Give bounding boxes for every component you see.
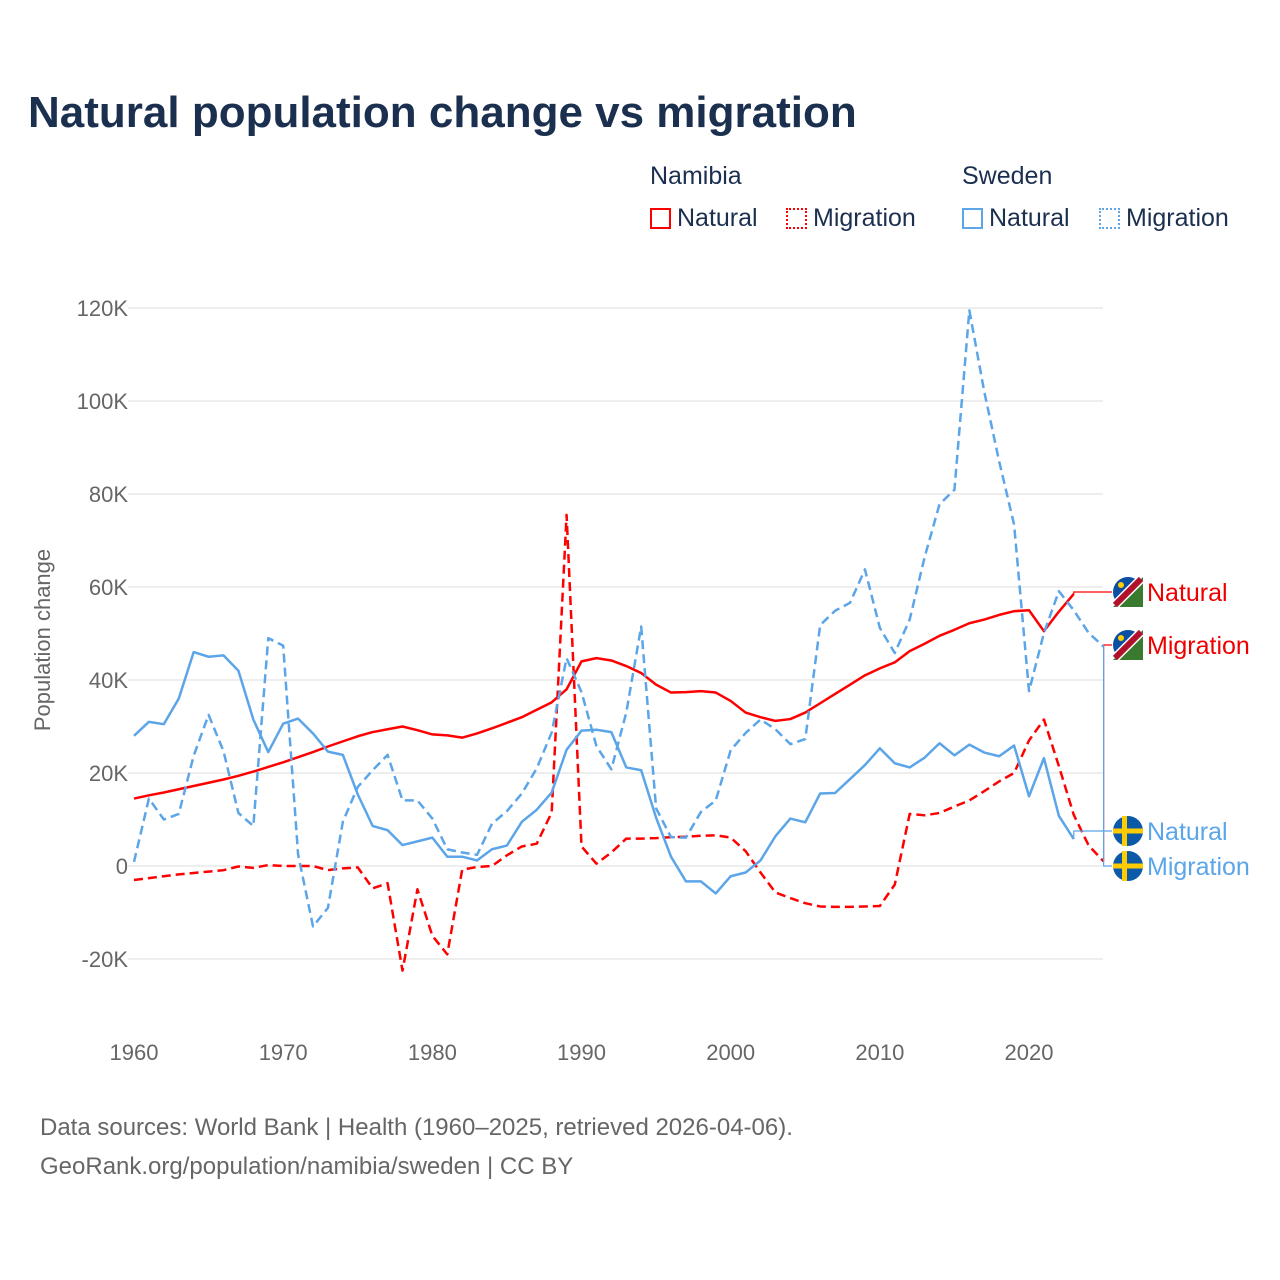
series-line-sweden-natural <box>133 650 1075 895</box>
series-end-label: Migration <box>1147 632 1250 660</box>
series-line-namibia-migration <box>133 513 1105 972</box>
legend-namibia-migration[interactable]: Migration <box>786 204 916 233</box>
legend-group-namibia: Namibia <box>650 162 742 190</box>
label-leader-line <box>1103 644 1112 862</box>
legend-sweden-natural[interactable]: Natural <box>962 204 1070 233</box>
label-leader-line <box>1103 646 1112 867</box>
series-line-namibia-natural <box>133 593 1075 800</box>
flag-cross <box>1122 851 1127 881</box>
legend-sweden-migration[interactable]: Migration <box>1099 204 1229 233</box>
x-tick-label: 1980 <box>408 1040 457 1065</box>
flag-sun <box>1118 582 1124 588</box>
y-axis-label: Population change <box>30 549 55 731</box>
source-note: Data sources: World Bank | Health (1960–… <box>40 1108 793 1186</box>
x-tick-label: 2000 <box>706 1040 755 1065</box>
source-line-2[interactable]: GeoRank.org/population/namibia/sweden | … <box>40 1153 574 1180</box>
y-tick-label: 100K <box>77 389 129 414</box>
flag-cross <box>1113 828 1143 834</box>
y-tick-label: 60K <box>89 575 128 600</box>
series-end-label: Natural <box>1147 579 1228 607</box>
sweden-flag-icon <box>1113 816 1143 846</box>
flag-stripe <box>1112 629 1144 661</box>
legend-label: Migration <box>1126 204 1229 232</box>
x-tick-label: 1960 <box>110 1040 159 1065</box>
legend-label: Natural <box>989 204 1070 232</box>
flag-cross <box>1113 863 1143 869</box>
series-end-label: Natural <box>1147 818 1228 846</box>
flag-sun <box>1118 635 1124 641</box>
x-tick-label: 2020 <box>1005 1040 1054 1065</box>
namibia-flag-icon <box>1111 628 1145 662</box>
chart-title: Natural population change vs migration <box>28 88 857 137</box>
namibia-flag-icon <box>1111 575 1145 609</box>
y-tick-label: 120K <box>77 296 129 321</box>
legend-namibia-natural[interactable]: Natural <box>650 204 758 233</box>
legend-swatch-solid <box>650 208 671 229</box>
flag-cross <box>1122 816 1127 846</box>
y-tick-label: 40K <box>89 668 128 693</box>
legend-group-sweden: Sweden <box>962 162 1053 190</box>
series-line-sweden-migration <box>132 309 1105 928</box>
sweden-flag-icon <box>1113 851 1143 881</box>
legend-label: Natural <box>677 204 758 232</box>
y-tick-label: -20K <box>82 947 129 972</box>
x-tick-label: 1990 <box>557 1040 606 1065</box>
legend-swatch-solid <box>962 208 983 229</box>
source-line-1: Data sources: World Bank | Health (1960–… <box>40 1114 793 1141</box>
y-tick-label: 80K <box>89 482 128 507</box>
legend-label: Migration <box>813 204 916 232</box>
y-tick-label: 20K <box>89 761 128 786</box>
series-end-label: Migration <box>1147 853 1250 881</box>
x-tick-label: 1970 <box>259 1040 308 1065</box>
legend-swatch-dotted <box>1099 208 1120 229</box>
x-tick-label: 2010 <box>855 1040 904 1065</box>
label-leader-line <box>1073 591 1112 594</box>
legend-swatch-dotted <box>786 208 807 229</box>
y-tick-label: 0 <box>116 854 128 879</box>
flag-stripe <box>1112 576 1144 608</box>
label-leader-line <box>1073 830 1112 840</box>
